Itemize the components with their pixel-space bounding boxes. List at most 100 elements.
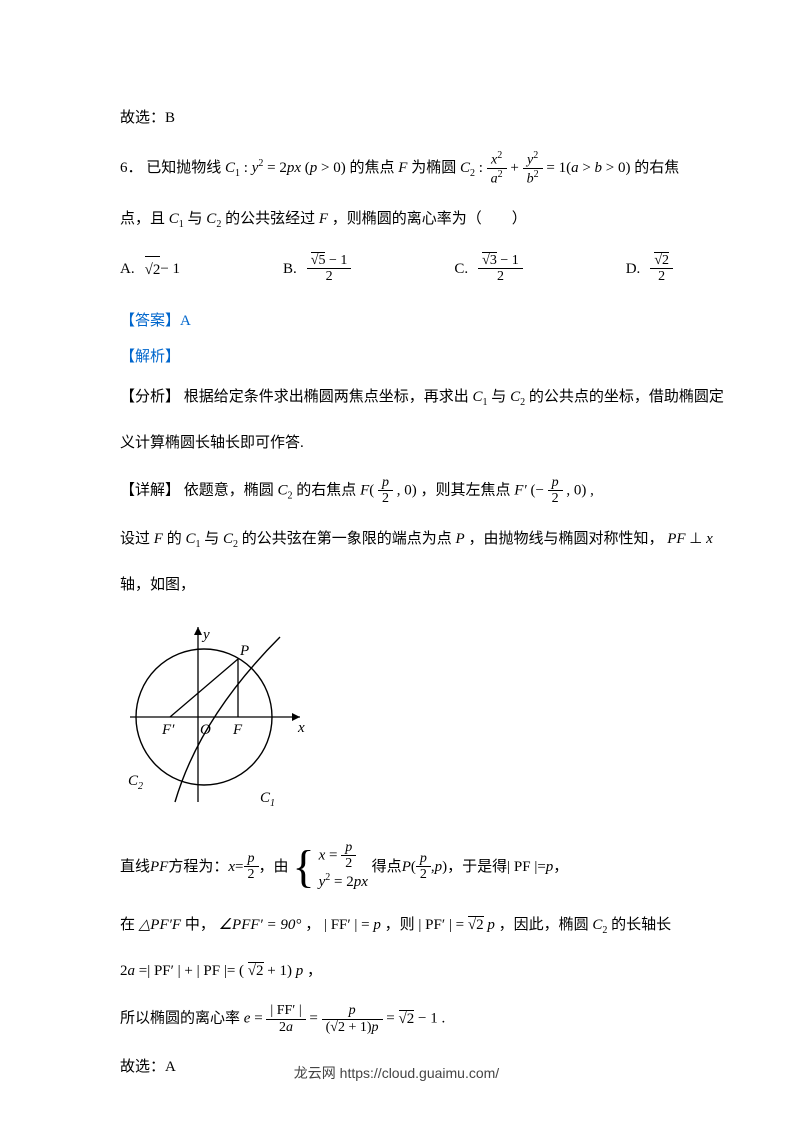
ax-comma: ， — [307, 963, 322, 979]
ql2-b: 与 — [188, 211, 203, 227]
d-F: F — [360, 482, 369, 498]
ellipse-frac-1: x2 a2 — [487, 150, 507, 187]
parabola-upper — [175, 637, 280, 802]
tr-sqrt2: √2 — [468, 916, 484, 933]
ax-p: p — [296, 963, 304, 979]
d-comma: , — [590, 482, 594, 498]
x-sup: 2 — [497, 150, 502, 161]
y2-sup: 2 — [533, 150, 538, 161]
c2-sym-2: C — [206, 211, 216, 227]
a-sup: 2 — [498, 169, 503, 180]
d-neg: (− — [530, 482, 543, 498]
ecc-eq3: = — [386, 1011, 398, 1027]
eccentricity-line: 所以椭圆的离心率 e = | FF′ | 2a = p (√2 + 1)p = … — [120, 1003, 673, 1035]
analysis-text: 【解析】 — [120, 349, 180, 365]
gt0-1: > 0) — [317, 160, 345, 176]
f-label: F — [232, 722, 243, 738]
c1-sym: C — [225, 160, 235, 176]
tr-p: p — [373, 917, 381, 933]
tr-pf2: | PF′ | = — [418, 917, 467, 933]
pfl-frac: p 2 — [244, 851, 259, 883]
ecc-eq1: = — [254, 1011, 266, 1027]
detail-line-1: 【详解】 依题意，椭圆 C2 的右焦点 F( p 2 , 0) ，则其左焦点 F… — [120, 475, 673, 507]
answer-label: 【答案】A — [120, 309, 673, 333]
bb-sup: 2 — [325, 872, 330, 883]
opt-c-den: 2 — [478, 269, 523, 284]
opt-b-frac: √5 − 1 2 — [307, 253, 352, 285]
question-line-2: 点，且 C1 与 C2 的公共弦经过 F ，则椭圆的离心率为（ ） — [120, 207, 673, 233]
opt-c-frac: √3 − 1 2 — [478, 253, 523, 285]
ecc-num1: | FF′ | — [266, 1003, 305, 1019]
fenxi-line-2: 义计算椭圆长轴长即可作答. — [120, 431, 673, 455]
l4-c2s: 2 — [233, 539, 238, 550]
d-2-1: 2 — [378, 491, 393, 506]
pfl-p: p — [244, 851, 259, 867]
brace-abs: | PF | — [507, 855, 537, 879]
fx-c2: C — [510, 389, 520, 405]
ecc-e: e — [244, 1011, 251, 1027]
detail-line-2: 设过 F 的 C1 与 C2 的公共弦在第一象限的端点为点 P ，由抛物线与椭圆… — [120, 527, 673, 553]
b-sup: 2 — [534, 169, 539, 180]
bt-eq: = — [329, 847, 341, 863]
brace-system: x = p 2 y2 = 2px — [319, 840, 368, 894]
d-frac-2: p 2 — [548, 475, 563, 507]
d-2-2: 2 — [548, 491, 563, 506]
pf-equation-line: 直线 PF 方程为： x = p 2 ，由 { x = p 2 y2 = 2px… — [120, 840, 673, 894]
bp-frac: p 2 — [416, 851, 431, 883]
l4-c2: C — [223, 531, 233, 547]
c1-curve-label: C1 — [260, 790, 275, 809]
left-brace-icon: { — [293, 844, 315, 890]
ql2-d: ，则椭圆的离心率为（ ） — [332, 211, 527, 227]
opt-a-label: A. — [120, 257, 135, 281]
l4-P: P — [456, 531, 465, 547]
eq1: = 1( — [546, 160, 571, 176]
detail-label: 【详解】 — [120, 482, 180, 498]
opt-d-frac: √2 2 — [650, 253, 673, 285]
d-zero2: , 0) — [566, 482, 586, 498]
fx-t2: 与 — [491, 389, 506, 405]
geometry-figure: y x P F F′ O C2 C1 — [120, 617, 673, 820]
bp-p: p — [416, 851, 431, 867]
question-line-1: 6． 已知抛物线 C1 : y2 = 2px (p > 0) 的焦点 F 为椭圆… — [120, 150, 673, 187]
c2-sub: 2 — [470, 168, 475, 179]
b-den: b — [527, 172, 534, 187]
c2-sub-2: 2 — [216, 219, 221, 230]
bb-eq: = 2 — [334, 874, 354, 890]
q-text-1: 已知抛物线 — [146, 160, 221, 176]
F-sym-2: F — [319, 211, 328, 227]
bp-2: 2 — [416, 867, 431, 882]
answer-text: 【答案】A — [120, 313, 191, 329]
prev-conclusion-text: 故选：B — [120, 110, 175, 126]
tr-ff: | FF′ | = — [324, 917, 373, 933]
bp-pp: p — [435, 855, 443, 879]
d-zero1: , 0) — [397, 482, 417, 498]
line-fprime-p — [170, 659, 238, 717]
ecc-frac2: p (√2 + 1)p — [322, 1003, 383, 1035]
ql2-a: 点，且 — [120, 211, 165, 227]
fenxi-line-1: 【分析】 根据给定条件求出椭圆两焦点坐标，再求出 C1 与 C2 的公共点的坐标… — [120, 385, 673, 411]
l4-x: x — [706, 531, 713, 547]
options-row: A. √2 − 1 B. √5 − 1 2 C. √3 − 1 2 D. √2 … — [120, 253, 673, 285]
tr-p2: p — [487, 917, 495, 933]
bb-px: px — [354, 874, 368, 890]
ellipse-frac-2: y2 b2 — [523, 150, 543, 187]
brace-bot-eq: y2 = 2px — [319, 871, 368, 893]
eq-2: = 2 — [267, 160, 287, 176]
bt-2: 2 — [341, 856, 356, 871]
opt-c-num-sqrt: √3 — [482, 252, 497, 268]
tr-c2s: 2 — [602, 925, 607, 936]
d-Fp: F′ — [514, 482, 526, 498]
px-sym: px — [287, 160, 301, 176]
l4d: 的公共弦在第一象限的端点为点 — [242, 531, 456, 547]
y-arrow-icon — [194, 627, 202, 635]
q-num: 6． — [120, 160, 143, 176]
gt0-2: > 0) — [602, 160, 630, 176]
d-frac-1: p 2 — [378, 475, 393, 507]
axis-line: 2a =| PF′ | + | PF |= ( √2 + 1) p ， — [120, 959, 673, 983]
d-c2: C — [278, 482, 288, 498]
ecc-frac1: | FF′ | 2a — [266, 1003, 305, 1035]
option-c: C. √3 − 1 2 — [454, 253, 522, 285]
ax-a: a — [128, 963, 136, 979]
pfl-b: 方程为： — [168, 855, 228, 879]
option-a: A. √2 − 1 — [120, 253, 180, 285]
